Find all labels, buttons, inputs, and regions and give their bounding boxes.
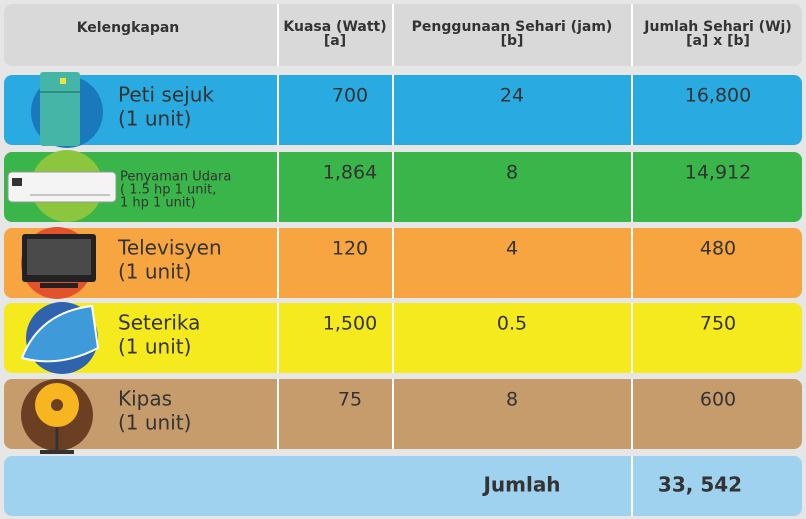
- item-name: 1 hp 1 unit): [120, 196, 196, 211]
- item-name: Kipas: [118, 387, 172, 411]
- cell-value: 1,500: [323, 313, 377, 335]
- cell-value: 14,912: [685, 162, 751, 184]
- cell-value: 4: [506, 238, 518, 260]
- cell-value: 8: [506, 162, 518, 184]
- item-name: Peti sejuk: [118, 83, 214, 107]
- cell-value: 0.5: [497, 313, 527, 335]
- item-name: (1 unit): [118, 260, 191, 284]
- item-name: (1 unit): [118, 335, 191, 359]
- cell-value: 75: [338, 389, 362, 411]
- tv-screen: [27, 239, 91, 275]
- cell-value: 750: [700, 313, 736, 335]
- total-label: Jumlah: [481, 473, 560, 497]
- item-name: Seterika: [118, 311, 200, 335]
- cell-value: 16,800: [685, 85, 751, 107]
- ac-icon: [8, 172, 116, 202]
- cell-value: 24: [500, 85, 524, 107]
- cell-value: 700: [332, 85, 368, 107]
- cell-value: 480: [700, 238, 736, 260]
- cell-value: 120: [332, 238, 368, 260]
- header-text: [b]: [501, 33, 524, 49]
- fridge-note: [60, 78, 66, 84]
- ac-panel: [12, 178, 22, 186]
- table: Peti sejuk(1 unit)7002416,800Penyaman Ud…: [0, 0, 806, 519]
- cell-value: 600: [700, 389, 736, 411]
- item-name: (1 unit): [118, 411, 191, 435]
- tv-stand: [40, 283, 78, 288]
- fan-hub: [51, 399, 63, 411]
- cell-value: 1,864: [323, 162, 377, 184]
- item-name: Televisyen: [117, 236, 222, 260]
- header-text: Kelengkapan: [77, 20, 180, 36]
- fan-base: [40, 450, 74, 454]
- header-text: [a] x [b]: [686, 33, 750, 49]
- item-name: (1 unit): [118, 107, 191, 131]
- cell-value: 8: [506, 389, 518, 411]
- header-text: [a]: [324, 33, 346, 49]
- total-value: 33, 542: [658, 473, 742, 497]
